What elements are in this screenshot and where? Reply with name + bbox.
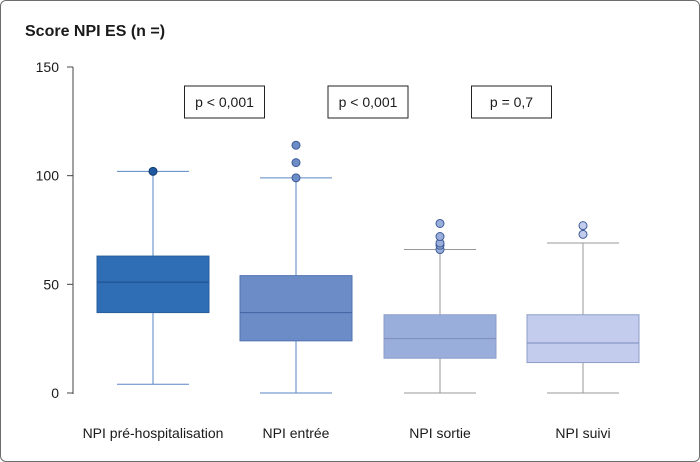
x-category-label: NPI suivi <box>555 425 610 441</box>
p-value-box <box>327 85 409 119</box>
p-value-label: p < 0,001 <box>195 94 254 110</box>
outlier-point <box>148 166 158 176</box>
y-tick-label: 150 <box>36 59 60 75</box>
box-2 <box>383 314 497 359</box>
box-3 <box>526 314 640 364</box>
x-category-label: NPI entrée <box>263 425 330 441</box>
outlier-point <box>578 221 588 231</box>
box-1 <box>239 275 353 342</box>
outlier-point <box>291 158 301 168</box>
outlier-point <box>435 232 445 242</box>
p-value-label: p < 0,001 <box>339 94 398 110</box>
p-value-label: p = 0,7 <box>490 94 533 110</box>
chart-title: Score NPI ES (n =) <box>25 23 166 40</box>
y-tick-label: 0 <box>51 385 59 401</box>
p-value-box <box>471 85 552 119</box>
outlier-point <box>578 229 588 239</box>
x-category-label: NPI sortie <box>409 425 471 441</box>
box-0 <box>96 255 210 314</box>
outlier-point <box>291 140 301 150</box>
y-tick-label: 50 <box>43 276 59 292</box>
outlier-point <box>435 218 445 228</box>
x-category-label: NPI pré-hospitalisation <box>83 425 224 441</box>
y-tick-label: 100 <box>36 168 60 184</box>
p-value-box <box>184 85 265 119</box>
outlier-point <box>291 173 301 183</box>
